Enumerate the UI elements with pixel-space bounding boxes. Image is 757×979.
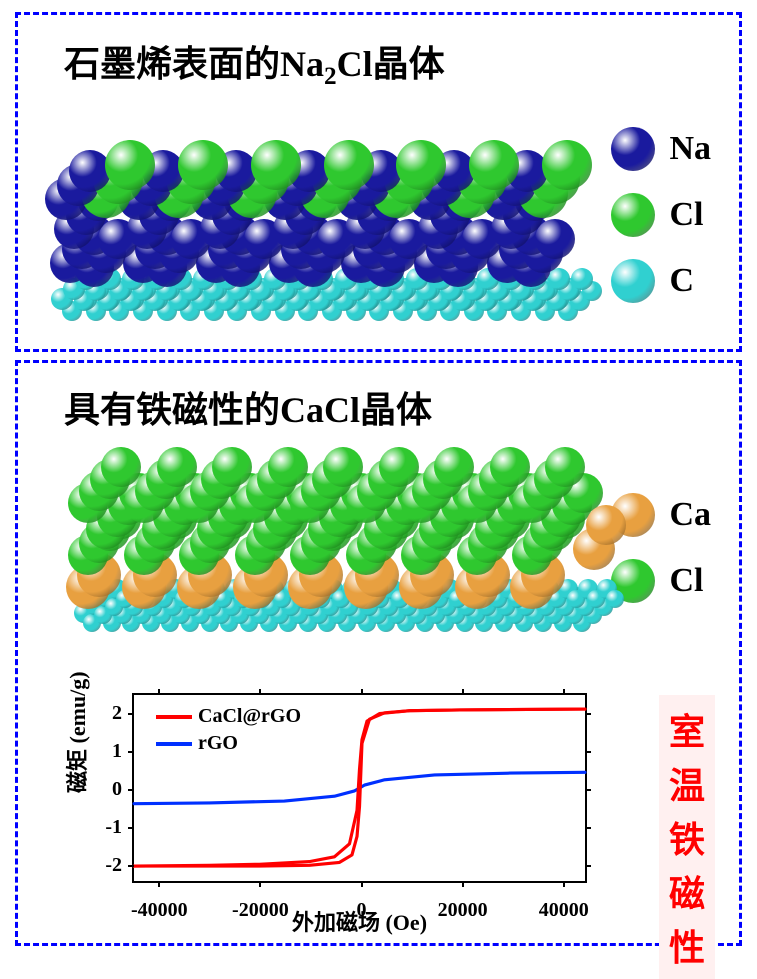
- ytick-mark-right: [585, 713, 591, 715]
- ytick-mark-right: [585, 865, 591, 867]
- xtick-mark-top: [259, 689, 261, 695]
- chart-legend-label: CaCl@rGO: [198, 705, 301, 728]
- chart-legend-label: rGO: [198, 732, 238, 755]
- na-atom-icon: [611, 127, 655, 171]
- vertical-char: 性: [669, 919, 705, 971]
- atom: [606, 590, 624, 608]
- bottom-panel-frame: 具有铁磁性的CaCl晶体 CaCl CaCl@rGOrGO -2-1012-40…: [15, 360, 742, 946]
- atom: [379, 447, 419, 487]
- vertical-label-ferromagnetism: 室温铁磁性: [659, 695, 715, 979]
- xtick-mark-top: [361, 689, 363, 695]
- legend-label-Cl: Cl: [669, 562, 703, 600]
- legend-label-C: C: [669, 262, 694, 300]
- ytick-mark: [128, 865, 134, 867]
- ytick-label: -1: [72, 816, 122, 839]
- atom: [251, 140, 301, 190]
- legend-label-Na: Na: [669, 130, 711, 168]
- bottom-panel-title: 具有铁磁性的CaCl晶体: [64, 381, 432, 433]
- na2cl-crystal-slab: [48, 101, 608, 335]
- atom: [157, 447, 197, 487]
- top-panel-title: 石墨烯表面的Na2Cl晶体: [64, 35, 445, 91]
- legend-row-Cl: Cl: [611, 193, 711, 237]
- legend-row-C: C: [611, 259, 711, 303]
- atom: [586, 505, 626, 545]
- atom: [212, 447, 252, 487]
- atom: [535, 219, 575, 259]
- ytick-mark-right: [585, 751, 591, 753]
- atom: [490, 447, 530, 487]
- xtick-mark: [462, 881, 464, 887]
- xtick-mark: [361, 881, 363, 887]
- atom: [324, 140, 374, 190]
- atom: [105, 140, 155, 190]
- vertical-char: 铁: [669, 811, 705, 863]
- chart-legend-swatch: [156, 742, 192, 746]
- atom: [69, 150, 111, 192]
- atom: [323, 447, 363, 487]
- chart-legend-row: CaCl@rGO: [156, 705, 301, 728]
- chart-legend-row: rGO: [156, 732, 301, 755]
- xtick-mark-top: [158, 689, 160, 695]
- x-axis-label: 外加磁场 (Oe): [132, 905, 587, 937]
- ytick-mark: [128, 789, 134, 791]
- vertical-char: 磁: [669, 865, 705, 917]
- y-axis-label: 磁矩 (emu/g): [60, 671, 92, 793]
- legend-row-Cl: Cl: [611, 559, 711, 603]
- xtick-mark: [563, 881, 565, 887]
- bottom-panel-legend: Ca Cl: [611, 493, 711, 603]
- legend-label-Cl: Cl: [669, 196, 703, 234]
- atom: [469, 140, 519, 190]
- top-panel-frame: 石墨烯表面的Na2Cl晶体 Na Cl C: [15, 12, 742, 352]
- chart-legend-swatch: [156, 715, 192, 719]
- atom: [268, 447, 308, 487]
- vertical-char: 温: [669, 757, 705, 809]
- atom: [542, 140, 592, 190]
- legend-row-Na: Na: [611, 127, 711, 171]
- ytick-mark: [128, 827, 134, 829]
- atom: [178, 140, 228, 190]
- xtick-mark: [259, 881, 261, 887]
- c-atom-icon: [611, 259, 655, 303]
- ytick-mark-right: [585, 789, 591, 791]
- legend-label-Ca: Ca: [669, 496, 711, 534]
- xtick-mark-top: [563, 689, 565, 695]
- vertical-char: 室: [669, 703, 705, 755]
- ytick-mark-right: [585, 827, 591, 829]
- atom: [101, 447, 141, 487]
- legend-row-Ca: Ca: [611, 493, 711, 537]
- ytick-label: -2: [72, 854, 122, 877]
- xtick-mark-top: [462, 689, 464, 695]
- ytick-mark: [128, 751, 134, 753]
- chart-legend: CaCl@rGO rGO: [156, 705, 301, 755]
- plot-area: CaCl@rGOrGO -2-1012-40000-20000020000400…: [132, 693, 587, 883]
- magnetization-chart: CaCl@rGOrGO -2-1012-40000-20000020000400…: [62, 683, 602, 937]
- cacl-crystal-slab: [74, 437, 614, 647]
- top-panel-legend: Na Cl C: [611, 127, 711, 303]
- cl-atom-icon: [611, 193, 655, 237]
- ytick-mark: [128, 713, 134, 715]
- xtick-mark: [158, 881, 160, 887]
